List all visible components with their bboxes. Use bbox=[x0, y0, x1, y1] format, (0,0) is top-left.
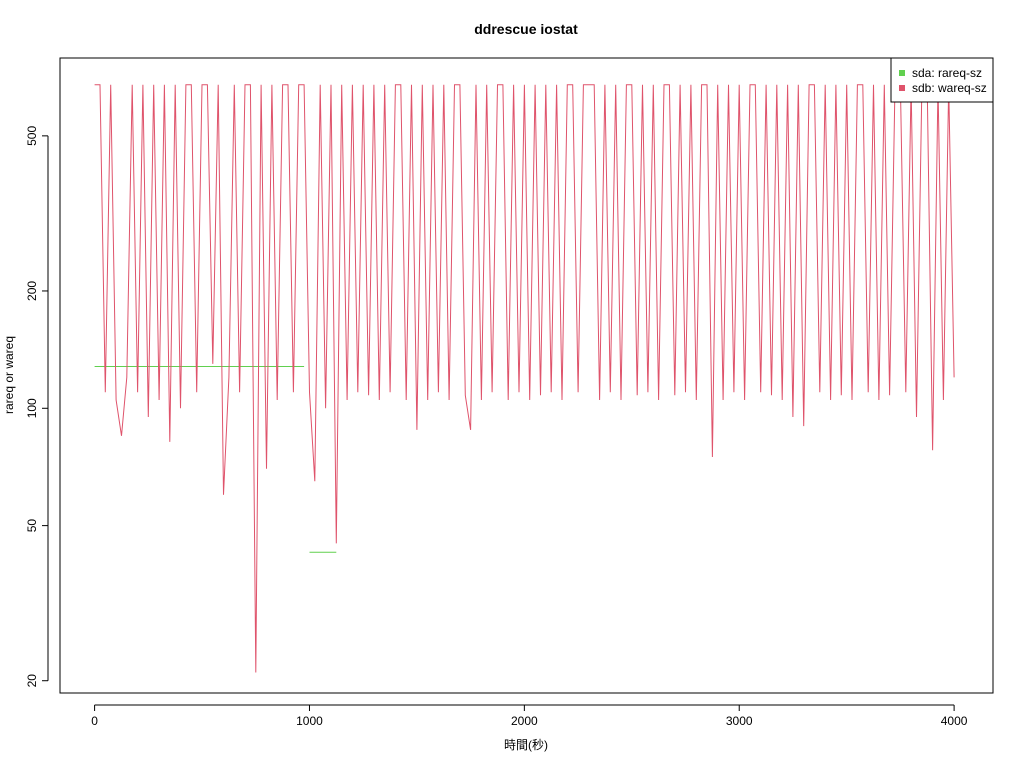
y-tick-label: 100 bbox=[25, 398, 39, 418]
plot-frame bbox=[59, 57, 994, 694]
legend-label: sda: rareq-sz bbox=[912, 66, 982, 80]
y-tick-label: 20 bbox=[25, 674, 39, 688]
x-tick-label: 4000 bbox=[941, 714, 968, 728]
series-line bbox=[94, 366, 337, 553]
legend-swatch bbox=[899, 70, 905, 76]
legend-swatch bbox=[899, 85, 905, 91]
chart-title: ddrescue iostat bbox=[474, 21, 578, 37]
series-line bbox=[94, 84, 955, 673]
legend-box bbox=[890, 57, 994, 103]
y-tick-label: 500 bbox=[25, 126, 39, 146]
x-axis-label: 時間(秒) bbox=[504, 738, 548, 752]
plot-area bbox=[94, 84, 955, 673]
x-tick-label: 0 bbox=[91, 714, 98, 728]
y-tick-label: 50 bbox=[25, 519, 39, 533]
x-tick-label: 1000 bbox=[296, 714, 323, 728]
legend-label: sdb: wareq-sz bbox=[912, 81, 987, 95]
x-tick-label: 2000 bbox=[511, 714, 538, 728]
y-axis-label: rareq or wareq bbox=[2, 336, 16, 414]
x-tick-label: 3000 bbox=[726, 714, 753, 728]
y-tick-label: 200 bbox=[25, 281, 39, 301]
